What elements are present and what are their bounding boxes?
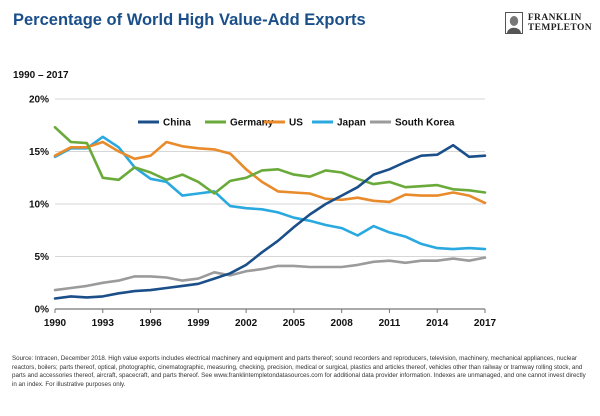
legend-label-japan: Japan [337,118,366,129]
chart-subtitle: 1990 – 2017 [13,70,69,81]
y-tick-label: 10% [29,200,49,211]
series-line-japan [53,135,487,251]
series-line-germany [53,126,487,195]
y-tick-label: 0% [35,305,50,316]
legend-label-germany: Germany [230,118,274,129]
franklin-portrait-icon [504,12,523,34]
x-tick-label: 2005 [283,318,306,329]
x-tick-label: 2014 [426,318,449,329]
line-chart: 0% 5% 10% 15% 20% 1990 1993 1996 1999 2002 2005 200… [29,95,497,330]
legend-label-us: US [289,118,303,129]
x-tick-label: 2011 [379,318,401,329]
x-tick-label: 1999 [187,318,210,329]
series-line-china [53,143,487,300]
x-tick-label: 2017 [474,318,497,329]
x-tick-label: 1996 [139,318,162,329]
x-tick-label: 2002 [235,318,258,329]
x-tick-label: 1990 [44,318,67,329]
source-footnote: Source: Intracen, December 2018. High va… [12,355,586,388]
brand-line2: TEMPLETON [527,23,592,33]
chart-title: Percentage of World High Value-Add Expor… [13,11,366,29]
series-line-us [53,140,487,205]
legend-label-china: China [163,118,191,129]
brand-logo: FRANKLIN TEMPLETON [504,12,592,34]
y-tick-label: 20% [29,95,49,106]
y-tick-label: 5% [35,252,50,263]
x-tick-label: 2008 [331,318,354,329]
series-line-south-korea [53,256,487,292]
x-tick-label: 1993 [92,318,115,329]
brand-line1: FRANKLIN [527,13,582,23]
legend-label-south-korea: South Korea [395,118,455,129]
y-tick-label: 15% [29,147,49,158]
